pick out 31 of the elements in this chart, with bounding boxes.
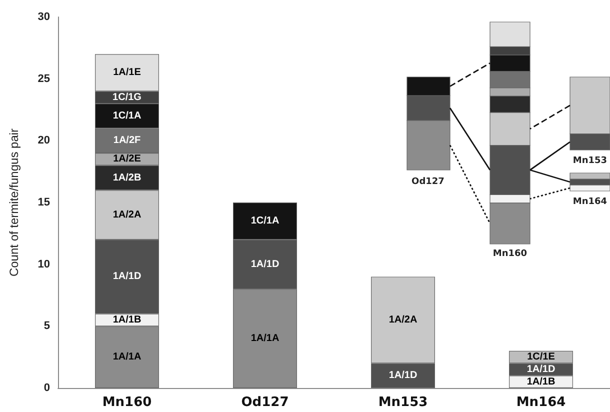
y-tick-label: 0 xyxy=(44,382,50,394)
series-label: 1A/2B xyxy=(112,172,142,184)
text: 1A/2A xyxy=(388,314,418,326)
series-label: 1A/2F xyxy=(113,135,141,146)
series-label: 1A/2E xyxy=(113,154,142,165)
x-tick-label: Mn153 xyxy=(378,395,428,410)
x-tick-label: Od127 xyxy=(241,395,289,410)
text: 1A/1D xyxy=(250,258,280,270)
series-label: 1A/1D xyxy=(526,364,556,375)
x-tick-label: Mn160 xyxy=(102,395,152,410)
text: 1A/1D xyxy=(388,370,418,382)
series-label: 1A/1B xyxy=(112,314,142,326)
inset-diagram: Od127 Mn160 Mn153 Mn164 xyxy=(406,22,610,259)
text: 1A/1D xyxy=(112,271,142,282)
y-tick-label: 15 xyxy=(38,196,50,208)
series-label: 1A/1A xyxy=(112,352,142,363)
y-axis-title: Count of termite/fungus pair xyxy=(7,128,21,277)
y-tick-label: 10 xyxy=(38,258,50,270)
series-label: 1A/1E xyxy=(113,67,142,78)
series-label: 1C/1G xyxy=(112,92,142,103)
y-tick-label: 5 xyxy=(44,320,50,332)
y-tick-label: 25 xyxy=(38,72,50,85)
y-tick-label: 20 xyxy=(38,134,50,147)
text: 1A/1A xyxy=(250,333,280,344)
text: 1A/1B xyxy=(526,376,556,388)
series-label: 1C/1E xyxy=(527,352,556,363)
y-tick-label: 30 xyxy=(38,11,50,23)
series-label: 1C/1A xyxy=(112,110,142,122)
series-label: 1A/2A xyxy=(112,209,142,220)
x-tick-label: Mn164 xyxy=(516,395,566,410)
text: 1C/1A xyxy=(250,216,280,227)
